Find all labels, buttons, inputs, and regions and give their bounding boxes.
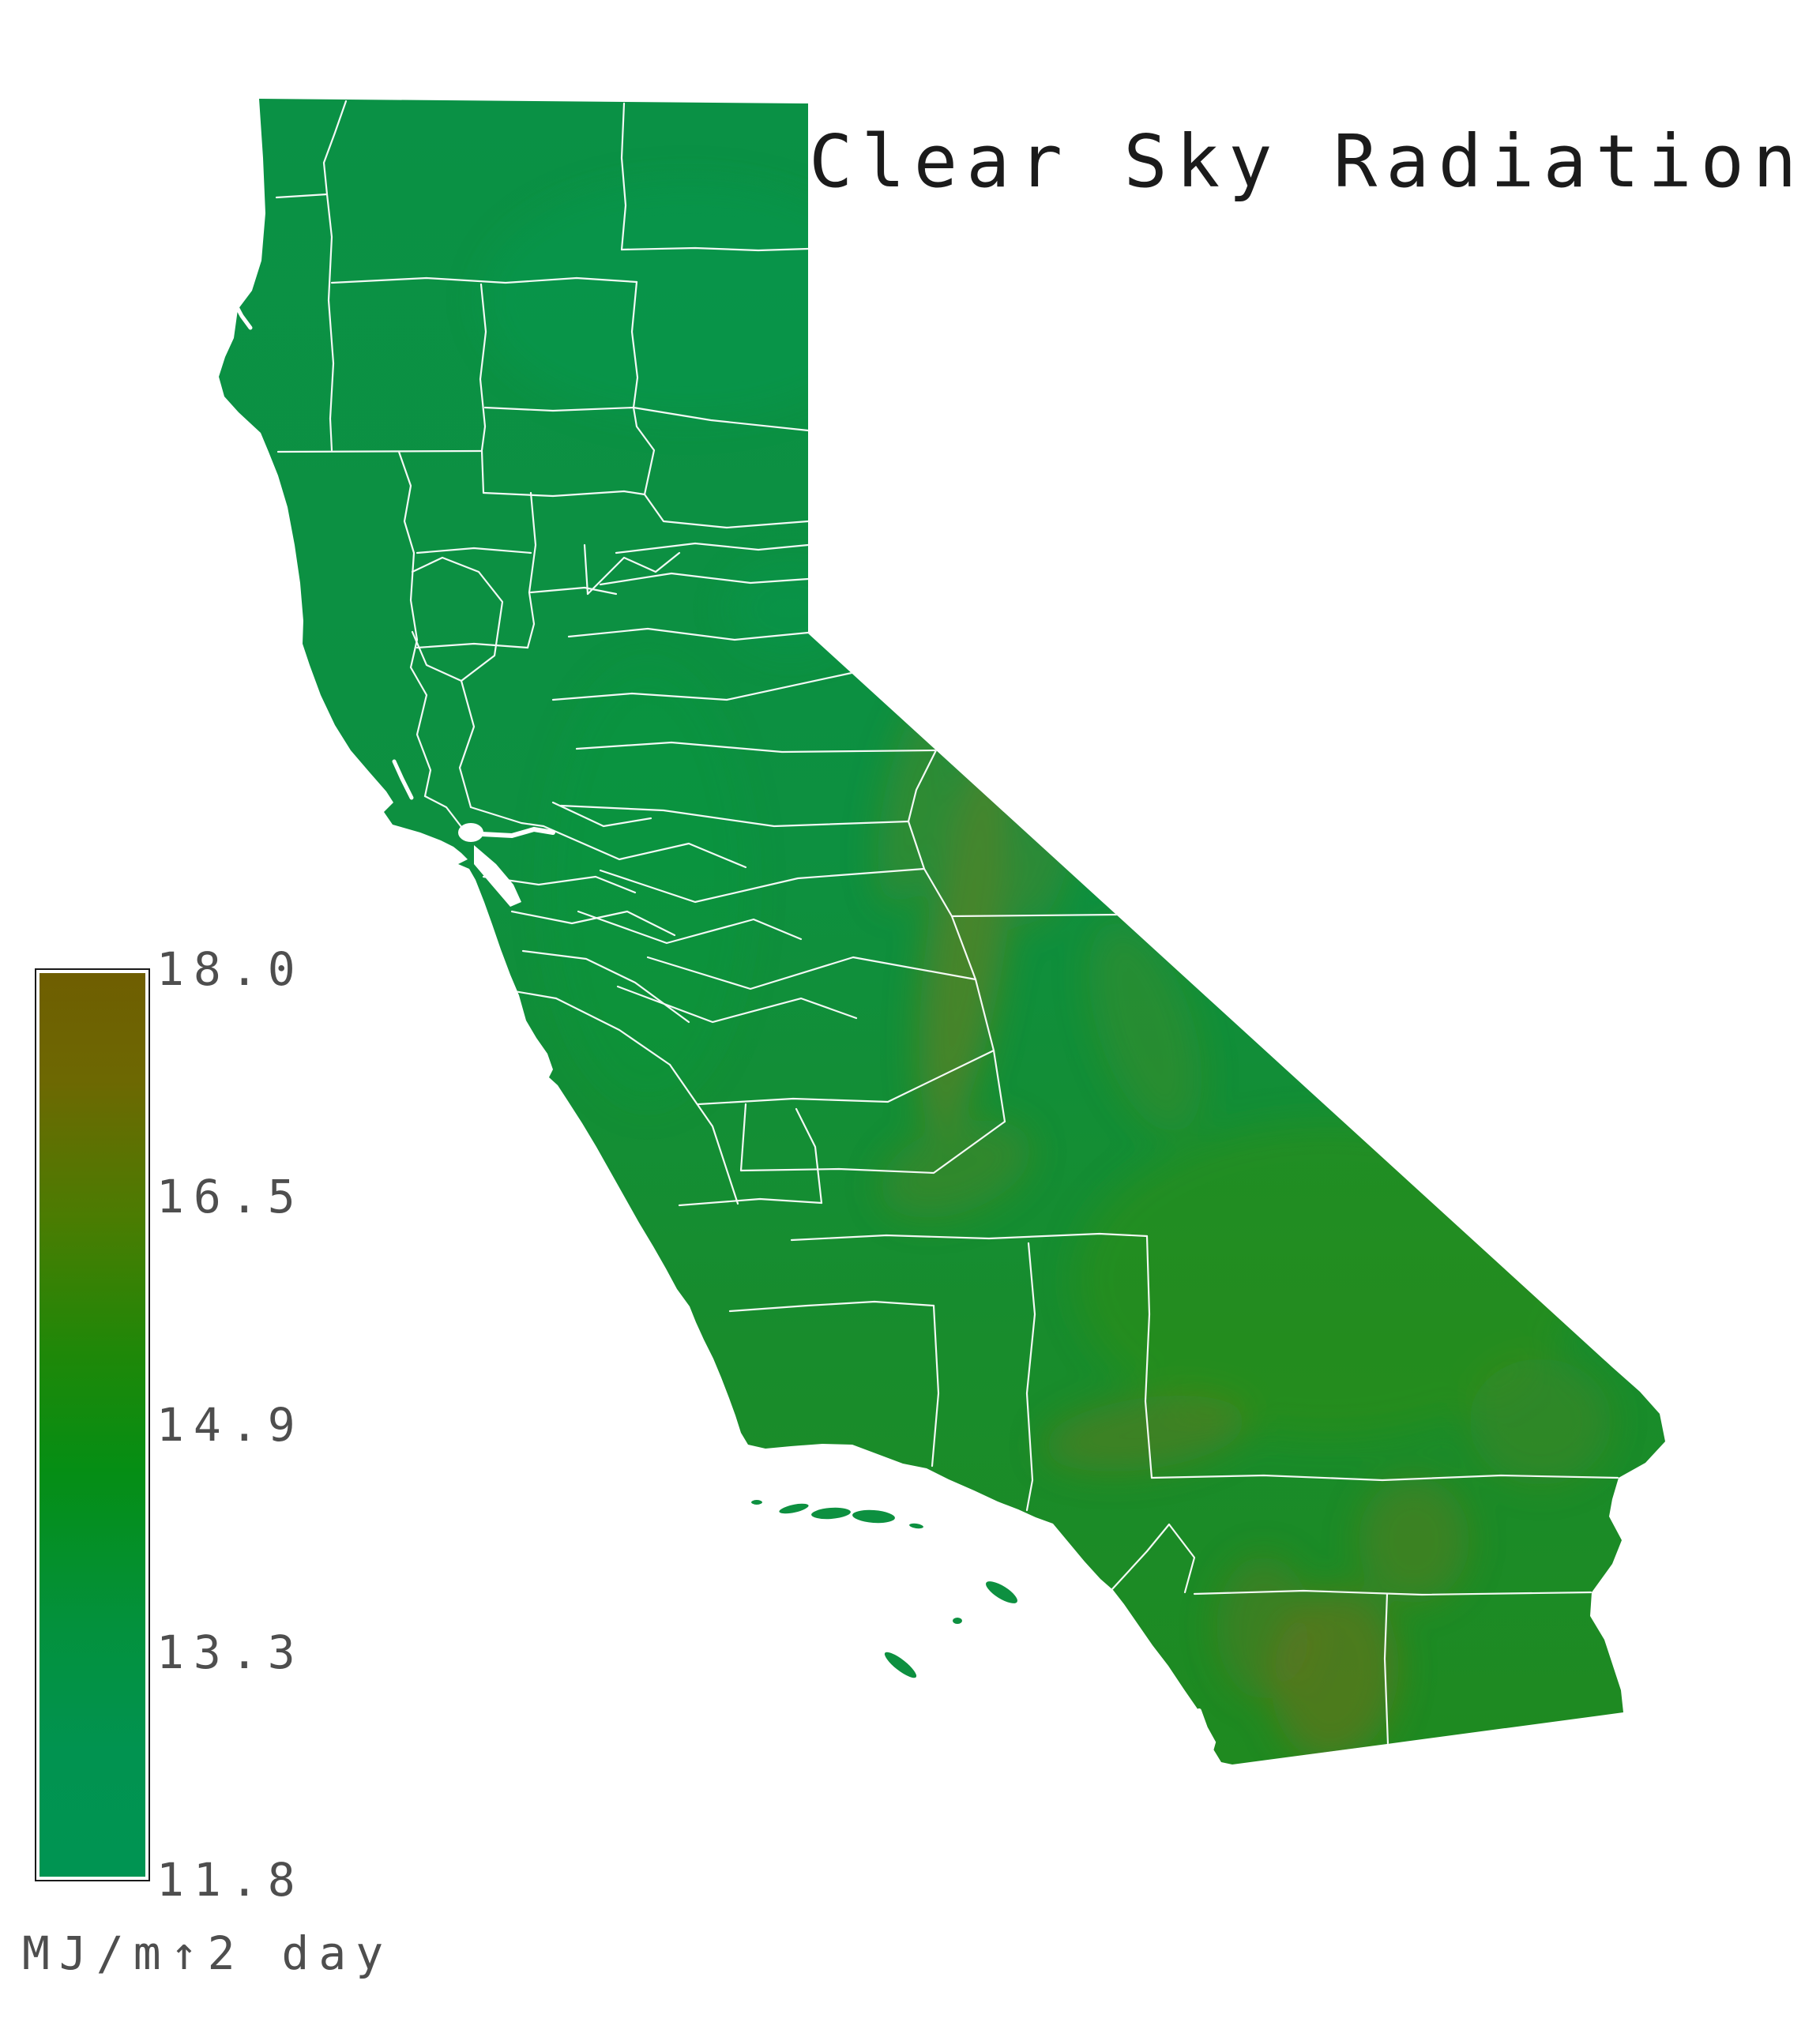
tick-label: 13.3	[156, 1625, 305, 1679]
island-catalina	[984, 1580, 1019, 1605]
colorbar-tick-labels: 18.0 16.5 14.9 13.3 11.8	[156, 944, 393, 1905]
channel-islands	[750, 1498, 1019, 1680]
tick-label: 14.9	[156, 1397, 305, 1452]
tomales-bay	[392, 759, 414, 800]
humboldt-bay	[233, 302, 253, 330]
island-santa-rosa	[777, 1501, 810, 1516]
terrain-shading	[482, 182, 1611, 1761]
island-santa-cruz	[810, 1505, 852, 1521]
island-san-clemente	[882, 1650, 919, 1680]
island-san-miguel	[750, 1498, 764, 1506]
colorbar	[35, 968, 150, 1881]
island-small	[908, 1521, 925, 1531]
tick-label: 16.5	[156, 1170, 305, 1224]
tick-label-min: 11.8	[156, 1853, 305, 1907]
colorbar-gradient	[39, 973, 145, 1877]
colorbar-unit-label: MJ/m↑2 day	[22, 1926, 393, 1980]
san-pablo-bay	[458, 823, 483, 842]
delta-channel	[479, 826, 555, 839]
bays-and-inlets	[233, 302, 1216, 1756]
san-francisco-bay	[474, 845, 521, 907]
san-diego-bay	[1197, 1708, 1216, 1756]
island-anacapa	[851, 1508, 897, 1525]
map-title: Clear Sky Radiation	[809, 119, 1806, 204]
county-boundaries	[275, 100, 1619, 1746]
tick-label-max: 18.0	[156, 942, 305, 996]
island-santa-barbara	[951, 1616, 964, 1625]
